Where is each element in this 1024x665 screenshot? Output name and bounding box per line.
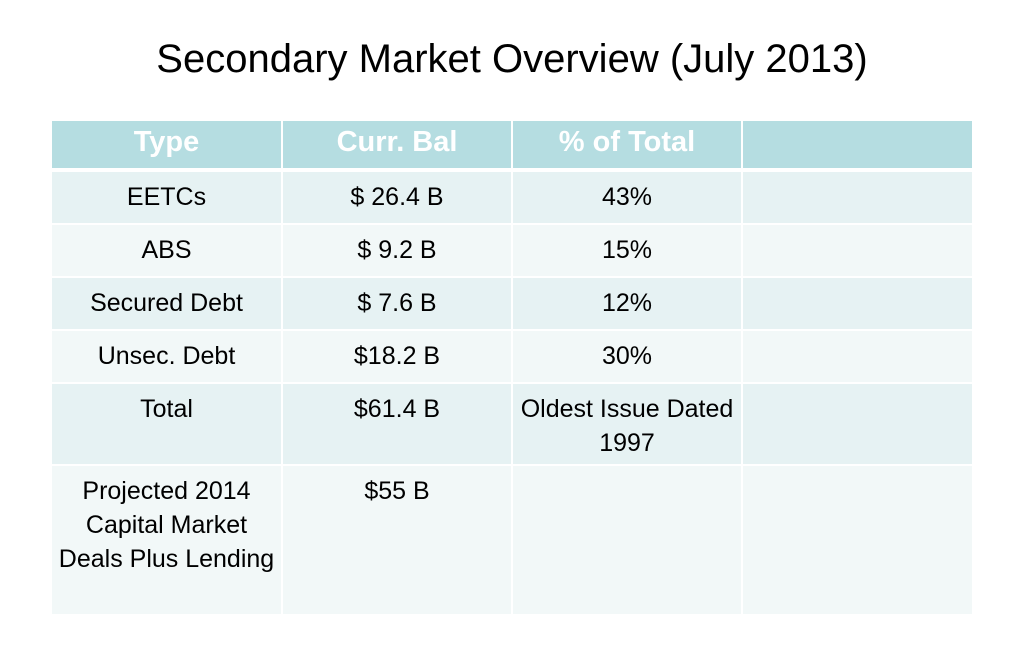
- header-percent-of-total: % of Total: [512, 121, 743, 172]
- cell-type: Total: [52, 383, 283, 466]
- cell-blank: [742, 170, 972, 225]
- cell-balance: $61.4 B: [282, 383, 513, 466]
- cell-percent: [512, 465, 743, 616]
- table-row: Secured Debt $ 7.6 B 12%: [52, 277, 972, 331]
- cell-balance: $ 9.2 B: [282, 224, 513, 278]
- cell-type: Projected 2014 Capital Market Deals Plus…: [52, 465, 283, 616]
- header-blank: [742, 121, 972, 172]
- table-row: Unsec. Debt $18.2 B 30%: [52, 330, 972, 384]
- cell-blank: [742, 465, 972, 616]
- cell-balance: $ 7.6 B: [282, 277, 513, 331]
- cell-percent: 12%: [512, 277, 743, 331]
- cell-blank: [742, 383, 972, 466]
- cell-balance: $18.2 B: [282, 330, 513, 384]
- cell-blank: [742, 224, 972, 278]
- cell-balance: $ 26.4 B: [282, 170, 513, 225]
- cell-percent: Oldest Issue Dated 1997: [512, 383, 743, 466]
- cell-percent: 15%: [512, 224, 743, 278]
- cell-percent: 30%: [512, 330, 743, 384]
- cell-blank: [742, 330, 972, 384]
- cell-type: Secured Debt: [52, 277, 283, 331]
- table-row-total: Total $61.4 B Oldest Issue Dated 1997: [52, 383, 972, 466]
- table-row: EETCs $ 26.4 B 43%: [52, 170, 972, 225]
- slide-title: Secondary Market Overview (July 2013): [156, 37, 868, 81]
- cell-type: ABS: [52, 224, 283, 278]
- cell-percent: 43%: [512, 170, 743, 225]
- cell-blank: [742, 277, 972, 331]
- header-type: Type: [52, 121, 283, 172]
- header-current-balance: Curr. Bal: [282, 121, 513, 172]
- table-row: ABS $ 9.2 B 15%: [52, 224, 972, 278]
- cell-type: EETCs: [52, 170, 283, 225]
- cell-balance: $55 B: [282, 465, 513, 616]
- market-overview-table: Type Curr. Bal % of Total EETCs $ 26.4 B…: [52, 121, 972, 616]
- table-row-projected: Projected 2014 Capital Market Deals Plus…: [52, 465, 972, 616]
- cell-type: Unsec. Debt: [52, 330, 283, 384]
- table-header-row: Type Curr. Bal % of Total: [52, 121, 972, 172]
